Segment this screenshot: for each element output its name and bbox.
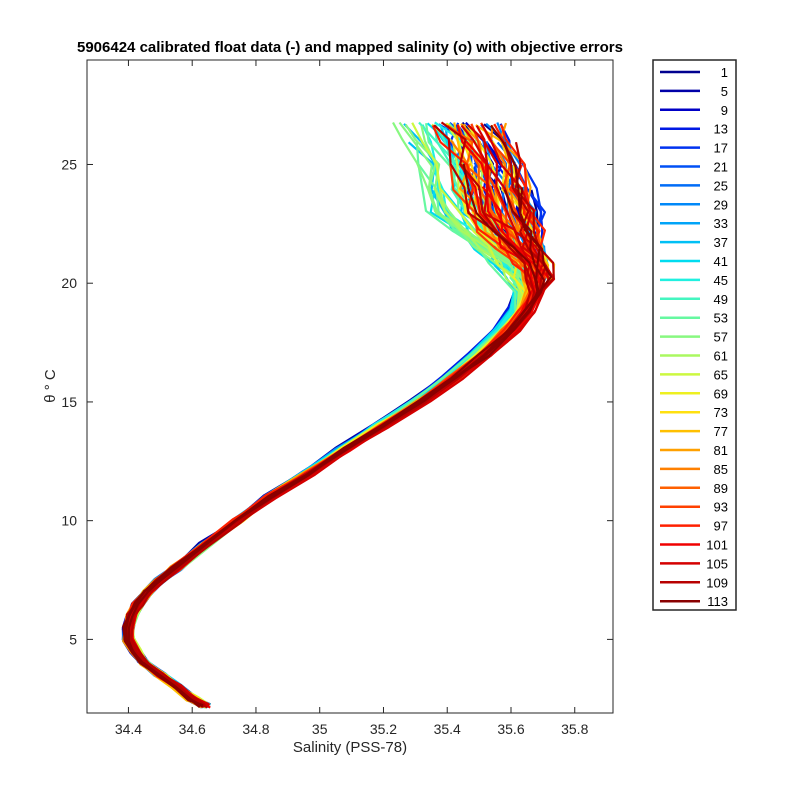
y-tick-label: 10 bbox=[61, 513, 77, 529]
legend-label-53: 53 bbox=[714, 311, 728, 326]
legend-label-65: 65 bbox=[714, 367, 728, 382]
legend-label-69: 69 bbox=[714, 386, 728, 401]
x-tick-label: 34.8 bbox=[242, 721, 269, 737]
legend-box bbox=[652, 59, 737, 611]
legend-label-109: 109 bbox=[706, 575, 728, 590]
profile-lines bbox=[121, 121, 556, 709]
x-axis-label: Salinity (PSS-78) bbox=[293, 739, 407, 756]
legend: 1 5 9 13 17 21 25 29 33 37 41 45 49 53 57 61 65 69 73 77 81 8… bbox=[652, 59, 737, 611]
legend-label-77: 77 bbox=[714, 424, 728, 439]
legend-label-21: 21 bbox=[714, 160, 728, 175]
legend-label-33: 33 bbox=[714, 216, 728, 231]
legend-label-5: 5 bbox=[721, 84, 728, 99]
legend-label-105: 105 bbox=[706, 556, 728, 571]
y-axis-label: θ ° C bbox=[42, 369, 59, 403]
x-tick-label: 34.6 bbox=[179, 721, 206, 737]
x-tick-label: 35 bbox=[312, 721, 328, 737]
legend-label-85: 85 bbox=[714, 462, 728, 477]
legend-label-81: 81 bbox=[714, 443, 728, 458]
chart-title: 5906424 calibrated float data (-) and ma… bbox=[77, 39, 623, 56]
legend-label-13: 13 bbox=[714, 122, 728, 137]
profile-line-113 bbox=[125, 163, 539, 707]
legend-label-101: 101 bbox=[706, 538, 728, 553]
legend-items: 1 5 9 13 17 21 25 29 33 37 41 45 49 53 57 61 65 69 73 77 81 8… bbox=[660, 65, 728, 609]
x-axis-ticks: 34.4 34.6 34.8 35 35.2 35.4 35.6 35.8 bbox=[115, 60, 589, 737]
legend-label-1: 1 bbox=[721, 65, 728, 80]
x-tick-label: 35.4 bbox=[434, 721, 461, 737]
legend-label-113: 113 bbox=[707, 594, 728, 609]
legend-label-41: 41 bbox=[714, 254, 728, 269]
legend-label-97: 97 bbox=[714, 519, 728, 534]
legend-label-29: 29 bbox=[714, 197, 728, 212]
legend-label-37: 37 bbox=[714, 235, 728, 250]
x-tick-label: 34.4 bbox=[115, 721, 142, 737]
legend-label-93: 93 bbox=[714, 500, 728, 515]
legend-label-25: 25 bbox=[714, 178, 728, 193]
y-tick-label: 5 bbox=[69, 631, 77, 647]
x-tick-label: 35.6 bbox=[497, 721, 524, 737]
legend-label-49: 49 bbox=[714, 292, 728, 307]
x-tick-label: 35.8 bbox=[561, 721, 588, 737]
plot-area: 34.4 34.6 34.8 35 35.2 35.4 35.6 35.8 5 10 15 20 25 bbox=[61, 59, 614, 737]
legend-label-61: 61 bbox=[714, 349, 728, 364]
legend-label-9: 9 bbox=[721, 103, 728, 118]
axes-box bbox=[86, 59, 614, 714]
legend-label-73: 73 bbox=[714, 405, 728, 420]
y-axis-ticks: 5 10 15 20 25 bbox=[61, 156, 613, 647]
y-tick-label: 25 bbox=[61, 156, 77, 172]
legend-label-45: 45 bbox=[714, 273, 728, 288]
x-tick-label: 35.2 bbox=[370, 721, 397, 737]
y-tick-label: 20 bbox=[61, 275, 77, 291]
legend-label-17: 17 bbox=[714, 141, 728, 156]
y-tick-label: 15 bbox=[61, 394, 77, 410]
legend-label-89: 89 bbox=[714, 481, 728, 496]
profile-line-113 bbox=[122, 189, 546, 708]
legend-label-57: 57 bbox=[714, 330, 728, 345]
